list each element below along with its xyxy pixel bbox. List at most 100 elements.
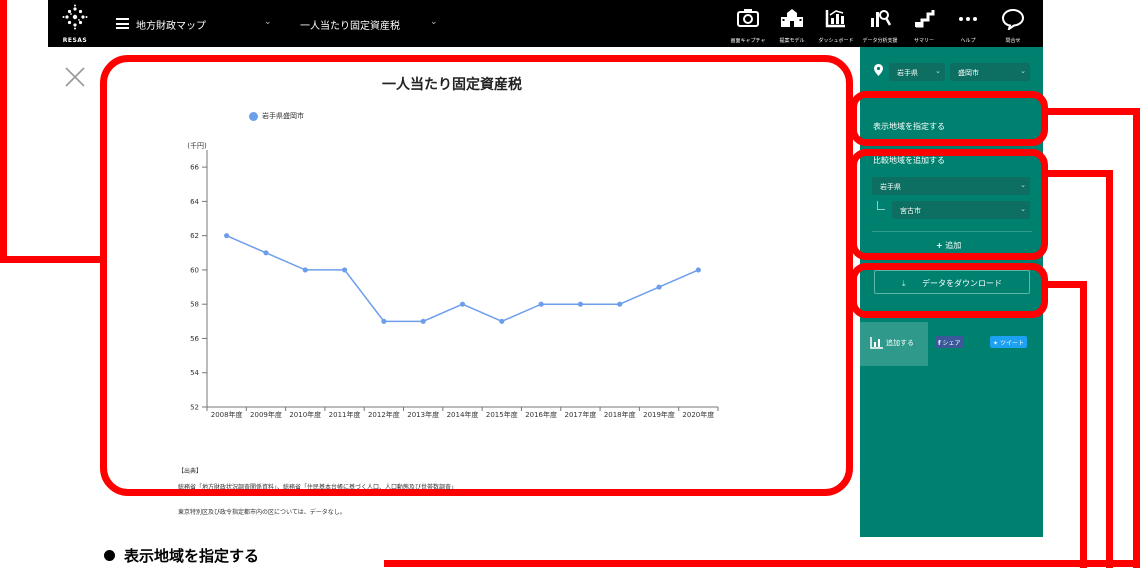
tree-connector bbox=[877, 201, 885, 210]
map-menu-chevron-down-icon[interactable]: ⌄ bbox=[264, 17, 272, 27]
chart-legend[interactable]: 岩手県盛岡市 bbox=[249, 111, 304, 121]
connector-line bbox=[1080, 281, 1087, 568]
data-point bbox=[420, 318, 426, 324]
compare-pref-select[interactable]: 岩手県 ⌄ bbox=[872, 177, 1030, 195]
map-pin-icon bbox=[874, 64, 883, 76]
data-point bbox=[538, 301, 544, 307]
tool-summary[interactable]: サマリー bbox=[898, 8, 950, 44]
add-region-button[interactable]: + 追加 bbox=[936, 240, 961, 251]
chart-add-icon bbox=[870, 337, 883, 349]
display-region-highlight bbox=[850, 91, 1048, 146]
tool-label: ヘルプ bbox=[960, 38, 976, 44]
connector-line bbox=[1106, 170, 1113, 568]
tweet-label: ツイート bbox=[999, 340, 1024, 347]
y-tick-label: 64 bbox=[190, 198, 199, 206]
tool-label: ダッシュボード bbox=[818, 38, 854, 44]
series-line bbox=[226, 234, 699, 323]
city-select[interactable]: 盛岡市 ⌄ bbox=[950, 63, 1030, 81]
map-menu[interactable]: 地方財政マップ bbox=[136, 21, 206, 32]
connector-line bbox=[1046, 108, 1140, 115]
analysis-icon bbox=[871, 10, 891, 27]
x-tick-label: 2014年度 bbox=[447, 410, 479, 419]
region-panel bbox=[860, 47, 1043, 537]
download-icon: ⤓ bbox=[901, 279, 906, 288]
indicator-menu-chevron-down-icon[interactable]: ⌄ bbox=[430, 17, 438, 27]
close-icon[interactable] bbox=[64, 66, 86, 88]
chevron-down-icon: ⌄ bbox=[1020, 67, 1026, 75]
data-point bbox=[263, 250, 269, 256]
bullet-icon bbox=[104, 550, 115, 561]
y-tick-label: 62 bbox=[190, 232, 199, 240]
data-point bbox=[656, 284, 662, 290]
data-note: 東京特別区及び政令指定都市内の区については、データなし。 bbox=[178, 509, 346, 516]
y-tick-label: 52 bbox=[190, 404, 199, 412]
tool-analysis[interactable]: データ分析支援 bbox=[854, 8, 906, 44]
dashboard-icon bbox=[825, 10, 845, 28]
indicator-menu[interactable]: 一人当たり固定資産税 bbox=[300, 21, 400, 32]
x-tick-label: 2010年度 bbox=[289, 410, 321, 419]
data-point bbox=[224, 233, 230, 239]
data-point bbox=[577, 301, 584, 307]
plus-icon: + bbox=[936, 241, 943, 250]
pref-select[interactable]: 岩手県 ⌄ bbox=[889, 63, 945, 81]
x-tick-label: 2008年度 bbox=[211, 410, 243, 419]
download-highlight bbox=[850, 263, 1048, 318]
data-point bbox=[695, 267, 701, 273]
add-chart-tab[interactable]: 追加する bbox=[860, 322, 928, 366]
display-region-label[interactable]: 表示地域を指定する bbox=[873, 122, 945, 131]
add-chart-label: 追加する bbox=[886, 339, 914, 347]
tool-contact[interactable]: 問合せ bbox=[987, 8, 1039, 44]
share-label: シェア bbox=[942, 340, 961, 347]
connector-line bbox=[1046, 281, 1087, 288]
y-tick-label: 56 bbox=[190, 335, 199, 343]
download-label: データをダウンロード bbox=[922, 279, 1003, 288]
speech-bubble-icon bbox=[1001, 8, 1025, 30]
tool-label: 画面キャプチャ bbox=[730, 38, 766, 44]
tool-capture[interactable]: 画面キャプチャ bbox=[722, 8, 774, 44]
x-tick-label: 2015年度 bbox=[486, 410, 518, 419]
hamburger-menu-icon[interactable] bbox=[116, 18, 129, 29]
tool-dashboard[interactable]: ダッシュボード bbox=[810, 8, 862, 44]
facebook-icon: f bbox=[938, 340, 941, 347]
more-icon bbox=[959, 17, 977, 21]
download-button[interactable]: ⤓ データをダウンロード bbox=[874, 270, 1030, 294]
caption: 表示地域を指定する bbox=[104, 545, 259, 566]
tool-help[interactable]: ヘルプ bbox=[942, 8, 994, 44]
x-tick-label: 2018年度 bbox=[604, 410, 636, 419]
divider bbox=[872, 231, 1032, 232]
twitter-icon: ✦ bbox=[993, 340, 999, 347]
data-point bbox=[302, 267, 308, 273]
twitter-share-button[interactable]: ✦ ツイート bbox=[990, 336, 1027, 348]
x-tick-label: 2012年度 bbox=[368, 410, 400, 419]
compare-region-highlight bbox=[850, 149, 1048, 260]
caption-text: 表示地域を指定する bbox=[124, 547, 260, 565]
tool-label: サマリー bbox=[913, 38, 934, 44]
add-region-label: 追加 bbox=[945, 241, 962, 250]
data-point bbox=[341, 267, 348, 273]
resas-logo[interactable]: RESAS bbox=[59, 4, 91, 44]
resas-logo-icon bbox=[62, 4, 88, 30]
city-value: 盛岡市 bbox=[958, 69, 979, 77]
y-tick-label: 58 bbox=[190, 301, 199, 309]
data-point bbox=[617, 301, 623, 307]
y-tick-label: 66 bbox=[190, 164, 199, 172]
compare-city-select[interactable]: 宮古市 ⌄ bbox=[892, 201, 1030, 219]
tool-label: データ分析支援 bbox=[862, 38, 898, 44]
x-tick-label: 2013年度 bbox=[407, 410, 439, 419]
chart-highlight-frame bbox=[100, 55, 853, 496]
facebook-share-button[interactable]: f シェア bbox=[935, 336, 964, 348]
tool-model[interactable]: 提案モデル bbox=[766, 8, 818, 44]
chevron-down-icon: ⌄ bbox=[1020, 205, 1026, 213]
source-text: 総務省「地方財政状況調査関係資料」、総務省「住民基本台帳に基づく人口、人口動態及… bbox=[178, 484, 458, 491]
school-icon bbox=[781, 9, 803, 27]
chevron-down-icon: ⌄ bbox=[935, 67, 941, 75]
summary-icon bbox=[915, 10, 935, 28]
connector-line bbox=[1133, 108, 1140, 568]
x-tick-label: 2009年度 bbox=[250, 410, 282, 419]
y-tick-label: 54 bbox=[190, 369, 199, 377]
top-nav-bar: RESAS 地方財政マップ ⌄ 一人当たり固定資産税 ⌄ 画面キャプチャ bbox=[48, 0, 1043, 47]
connector-line bbox=[0, 0, 21, 263]
logo-text: RESAS bbox=[62, 37, 88, 44]
legend-label: 岩手県盛岡市 bbox=[262, 112, 304, 120]
data-point bbox=[499, 318, 505, 324]
